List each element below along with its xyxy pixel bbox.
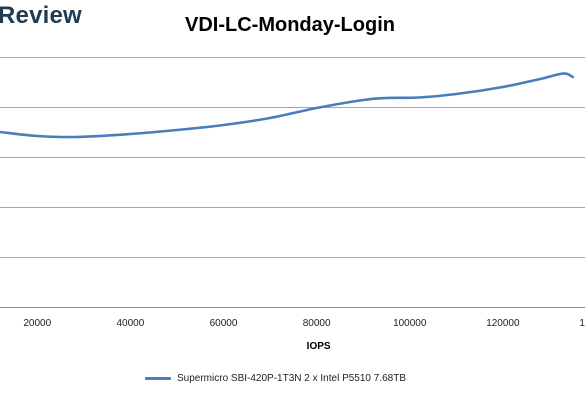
x-tick-label: 80000 (303, 318, 331, 329)
x-tick-label: 120000 (486, 318, 520, 329)
x-axis-title: IOPS (307, 341, 331, 352)
x-tick-label: 140000 (579, 318, 585, 329)
legend: Supermicro SBI-420P-1T3N 2 x Intel P5510… (145, 373, 406, 384)
x-tick-label: 20000 (23, 318, 51, 329)
logo-text: Review (0, 2, 82, 29)
legend-label: Supermicro SBI-420P-1T3N 2 x Intel P5510… (177, 373, 407, 384)
x-axis-ticks: 20000 40000 60000 80000 100000 120000 140000 (23, 318, 585, 329)
gridlines (0, 57, 585, 308)
x-tick-label: 60000 (210, 318, 238, 329)
x-tick-label: 100000 (393, 318, 427, 329)
chart-title: VDI-LC-Monday-Login (185, 14, 395, 36)
x-tick-label: 40000 (116, 318, 144, 329)
legend-swatch (145, 377, 171, 380)
series-line (0, 72, 574, 139)
